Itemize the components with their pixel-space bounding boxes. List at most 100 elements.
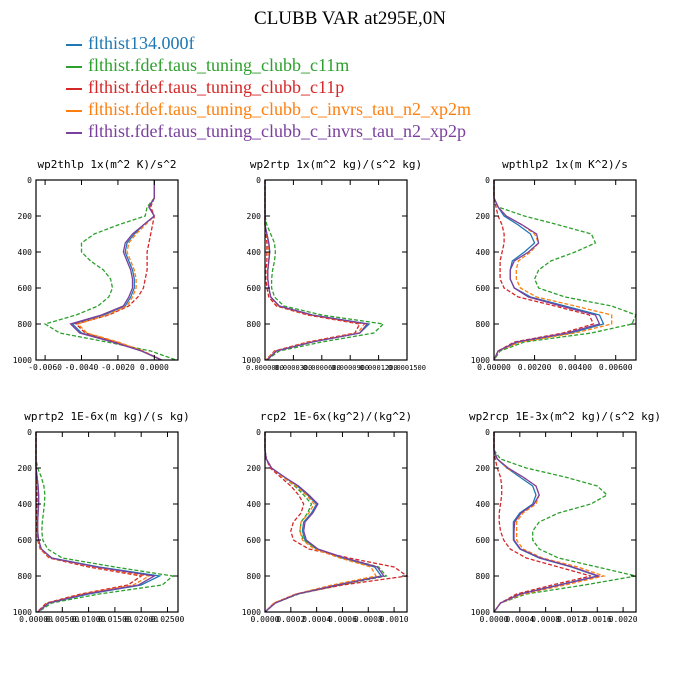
y-tick-label: 1000 xyxy=(242,608,261,617)
y-tick-label: 0 xyxy=(485,428,490,437)
panel-title: rcp2 1E-6x(kg^2)/(kg^2) xyxy=(260,410,412,423)
y-tick-label: 0 xyxy=(27,176,32,185)
x-tick-label: 0.0000900 xyxy=(331,364,369,372)
y-tick-label: 600 xyxy=(18,284,33,293)
x-tick-label: 0.0004 xyxy=(302,615,331,624)
figure-title: CLUBB VAR at295E,0N xyxy=(254,8,446,29)
y-tick-label: 1000 xyxy=(471,608,490,617)
series-line xyxy=(35,432,157,613)
x-tick-label: 0.01500 xyxy=(98,615,132,624)
plot-frame xyxy=(493,431,637,613)
x-tick-label: 0.0001500 xyxy=(388,364,426,372)
x-tick-label: 0.0020 xyxy=(609,615,638,624)
x-tick-label: 0.0016 xyxy=(583,615,612,624)
y-tick-label: 200 xyxy=(18,464,33,473)
legend-entry: flthist.fdef.taus_tuning_clubb_c_invrs_t… xyxy=(66,120,471,142)
y-tick-label: 800 xyxy=(247,320,262,329)
series-line xyxy=(264,432,385,613)
series-line xyxy=(35,432,175,613)
panel-title: wpthlp2 1x(m K^2)/s xyxy=(502,158,628,171)
y-tick-label: 800 xyxy=(18,320,33,329)
y-tick-label: 0 xyxy=(256,176,261,185)
x-tick-label: 0.0012 xyxy=(557,615,586,624)
x-tick-label: 0.0008 xyxy=(354,615,383,624)
y-tick-label: 800 xyxy=(247,572,262,581)
y-tick-label: 400 xyxy=(476,248,491,257)
legend-swatch xyxy=(66,87,82,90)
x-tick-label: 0.00000 xyxy=(19,615,53,624)
legend: flthist134.000f flthist.fdef.taus_tuning… xyxy=(66,32,471,142)
legend-entry: flthist134.000f xyxy=(66,32,471,54)
x-tick-label: 0.0010 xyxy=(380,615,409,624)
series-line xyxy=(69,180,162,361)
legend-label: flthist.fdef.taus_tuning_clubb_c_invrs_t… xyxy=(88,99,471,119)
y-tick-label: 800 xyxy=(476,572,491,581)
legend-label: flthist134.000f xyxy=(88,33,195,53)
series-line xyxy=(493,180,637,361)
x-tick-label: 0.00500 xyxy=(45,615,79,624)
plot-frame xyxy=(264,431,408,613)
panel-title: wp2rtp 1x(m^2 kg)/(s^2 kg) xyxy=(250,158,422,171)
y-tick-label: 800 xyxy=(18,572,33,581)
y-tick-label: 800 xyxy=(476,320,491,329)
series-line xyxy=(264,180,369,361)
legend-label: flthist.fdef.taus_tuning_clubb_c11m xyxy=(88,55,350,75)
y-tick-label: 600 xyxy=(247,284,262,293)
x-tick-label: 0.02500 xyxy=(151,615,185,624)
legend-entry: flthist.fdef.taus_tuning_clubb_c11m xyxy=(66,54,471,76)
series-line xyxy=(264,180,385,361)
y-tick-label: 1000 xyxy=(471,356,490,365)
series-line xyxy=(493,180,601,361)
y-tick-label: 400 xyxy=(247,248,262,257)
y-tick-label: 600 xyxy=(476,536,491,545)
x-tick-label: 0.0000 xyxy=(140,363,169,372)
x-tick-label: 0.0000 xyxy=(251,615,280,624)
y-tick-label: 400 xyxy=(18,248,33,257)
x-tick-label: 0.0000000 xyxy=(246,364,284,372)
series-line xyxy=(493,180,595,361)
legend-entry: flthist.fdef.taus_tuning_clubb_c11p xyxy=(66,76,471,98)
x-tick-label: 0.0006 xyxy=(328,615,357,624)
legend-label: flthist.fdef.taus_tuning_clubb_c_invrs_t… xyxy=(88,121,466,141)
y-tick-label: 1000 xyxy=(13,356,32,365)
legend-swatch xyxy=(66,109,82,112)
series-line xyxy=(493,432,601,613)
y-tick-label: 200 xyxy=(476,464,491,473)
series-line xyxy=(264,432,378,613)
y-tick-label: 600 xyxy=(18,536,33,545)
series-line xyxy=(35,432,143,613)
x-tick-label: 0.0000300 xyxy=(274,364,312,372)
panel-title: wprtp2 1E-6x(m kg)/(s kg) xyxy=(24,410,190,423)
y-tick-label: 200 xyxy=(247,212,262,221)
x-tick-label: 0.00600 xyxy=(599,363,633,372)
x-tick-label: 0.0000 xyxy=(480,615,509,624)
legend-swatch xyxy=(66,43,82,46)
x-tick-label: 0.00200 xyxy=(518,363,552,372)
y-tick-label: 0 xyxy=(27,428,32,437)
legend-entry: flthist.fdef.taus_tuning_clubb_c_invrs_t… xyxy=(66,98,471,120)
plot-frame xyxy=(493,179,637,361)
x-tick-label: 0.0002 xyxy=(276,615,305,624)
y-tick-label: 600 xyxy=(476,284,491,293)
y-tick-label: 1000 xyxy=(242,356,261,365)
x-tick-label: 0.00000 xyxy=(477,363,511,372)
x-tick-label: 0.00400 xyxy=(558,363,592,372)
series-line xyxy=(264,180,366,361)
y-tick-label: 600 xyxy=(247,536,262,545)
x-tick-label: 0.0001200 xyxy=(360,364,398,372)
x-tick-label: 0.0004 xyxy=(505,615,534,624)
y-tick-label: 1000 xyxy=(13,608,32,617)
y-tick-label: 400 xyxy=(247,500,262,509)
plot-frame xyxy=(35,431,179,613)
series-line xyxy=(264,432,388,613)
y-tick-label: 0 xyxy=(256,428,261,437)
x-tick-label: 0.01000 xyxy=(72,615,106,624)
series-line xyxy=(264,180,361,361)
panel-title: wp2rcp 1E-3x(m^2 kg)/(s^2 kg) xyxy=(469,410,661,423)
x-tick-label: 0.0008 xyxy=(531,615,560,624)
series-line xyxy=(264,432,409,613)
series-line xyxy=(35,432,162,613)
y-tick-label: 400 xyxy=(18,500,33,509)
